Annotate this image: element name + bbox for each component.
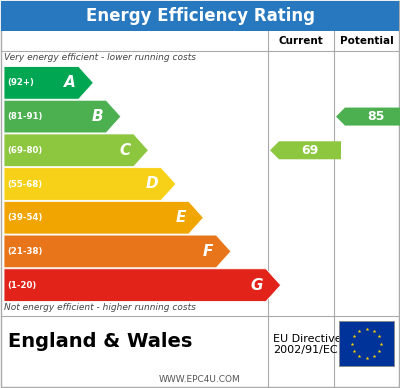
Text: Potential: Potential bbox=[340, 36, 393, 46]
Text: (81-91): (81-91) bbox=[7, 112, 42, 121]
Polygon shape bbox=[4, 201, 204, 234]
Polygon shape bbox=[270, 141, 341, 159]
Text: (55-68): (55-68) bbox=[7, 180, 42, 189]
Text: (39-54): (39-54) bbox=[7, 213, 42, 222]
Bar bbox=[1, 1, 399, 31]
Text: E: E bbox=[175, 210, 186, 225]
Polygon shape bbox=[4, 235, 231, 268]
Text: EU Directive: EU Directive bbox=[273, 334, 342, 343]
Polygon shape bbox=[4, 269, 281, 301]
Text: D: D bbox=[146, 177, 158, 192]
Text: 85: 85 bbox=[367, 110, 384, 123]
Text: Current: Current bbox=[279, 36, 323, 46]
Polygon shape bbox=[4, 134, 148, 166]
Text: (92+): (92+) bbox=[7, 78, 34, 87]
Text: Very energy efficient - lower running costs: Very energy efficient - lower running co… bbox=[4, 53, 196, 62]
Text: 2002/91/EC: 2002/91/EC bbox=[273, 345, 338, 355]
Polygon shape bbox=[4, 66, 93, 99]
Text: 69: 69 bbox=[301, 144, 319, 157]
Text: Not energy efficient - higher running costs: Not energy efficient - higher running co… bbox=[4, 303, 196, 312]
Text: Energy Efficiency Rating: Energy Efficiency Rating bbox=[86, 7, 314, 25]
Polygon shape bbox=[4, 168, 176, 200]
Text: A: A bbox=[64, 75, 76, 90]
Bar bbox=[339, 321, 394, 366]
Text: G: G bbox=[250, 278, 263, 293]
Polygon shape bbox=[4, 100, 121, 133]
Text: B: B bbox=[92, 109, 103, 124]
Text: F: F bbox=[203, 244, 213, 259]
Text: (69-80): (69-80) bbox=[7, 146, 42, 155]
Text: (1-20): (1-20) bbox=[7, 281, 36, 290]
Text: (21-38): (21-38) bbox=[7, 247, 42, 256]
Text: C: C bbox=[120, 143, 131, 158]
Text: WWW.EPC4U.COM: WWW.EPC4U.COM bbox=[159, 374, 241, 383]
Text: England & Wales: England & Wales bbox=[8, 332, 192, 351]
Polygon shape bbox=[336, 107, 400, 126]
